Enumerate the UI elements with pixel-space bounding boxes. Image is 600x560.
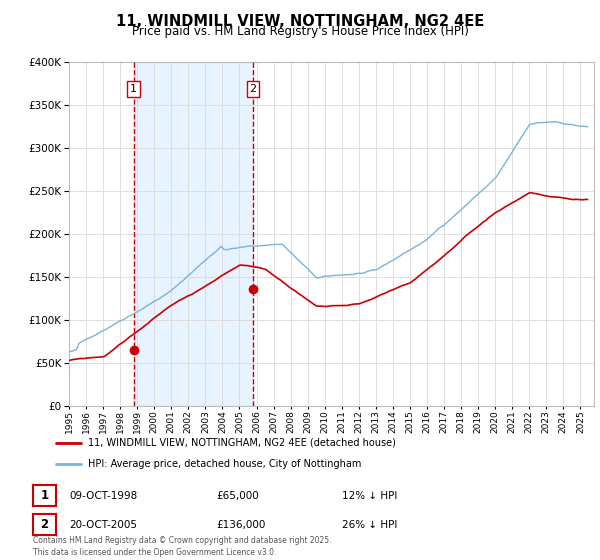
- Text: 09-OCT-1998: 09-OCT-1998: [69, 491, 137, 501]
- Text: 2: 2: [40, 518, 49, 531]
- Text: 26% ↓ HPI: 26% ↓ HPI: [342, 520, 397, 530]
- Text: 11, WINDMILL VIEW, NOTTINGHAM, NG2 4EE (detached house): 11, WINDMILL VIEW, NOTTINGHAM, NG2 4EE (…: [88, 438, 396, 448]
- Text: 2: 2: [250, 84, 256, 94]
- Text: 20-OCT-2005: 20-OCT-2005: [69, 520, 137, 530]
- Text: Price paid vs. HM Land Registry's House Price Index (HPI): Price paid vs. HM Land Registry's House …: [131, 25, 469, 38]
- Bar: [134, 62, 253, 406]
- Text: 12% ↓ HPI: 12% ↓ HPI: [342, 491, 397, 501]
- Text: HPI: Average price, detached house, City of Nottingham: HPI: Average price, detached house, City…: [88, 459, 361, 469]
- Text: £136,000: £136,000: [216, 520, 265, 530]
- Text: £65,000: £65,000: [216, 491, 259, 501]
- Text: 11, WINDMILL VIEW, NOTTINGHAM, NG2 4EE: 11, WINDMILL VIEW, NOTTINGHAM, NG2 4EE: [116, 14, 484, 29]
- Text: Contains HM Land Registry data © Crown copyright and database right 2025.
This d: Contains HM Land Registry data © Crown c…: [33, 536, 331, 557]
- Text: 1: 1: [130, 84, 137, 94]
- Text: 1: 1: [40, 489, 49, 502]
